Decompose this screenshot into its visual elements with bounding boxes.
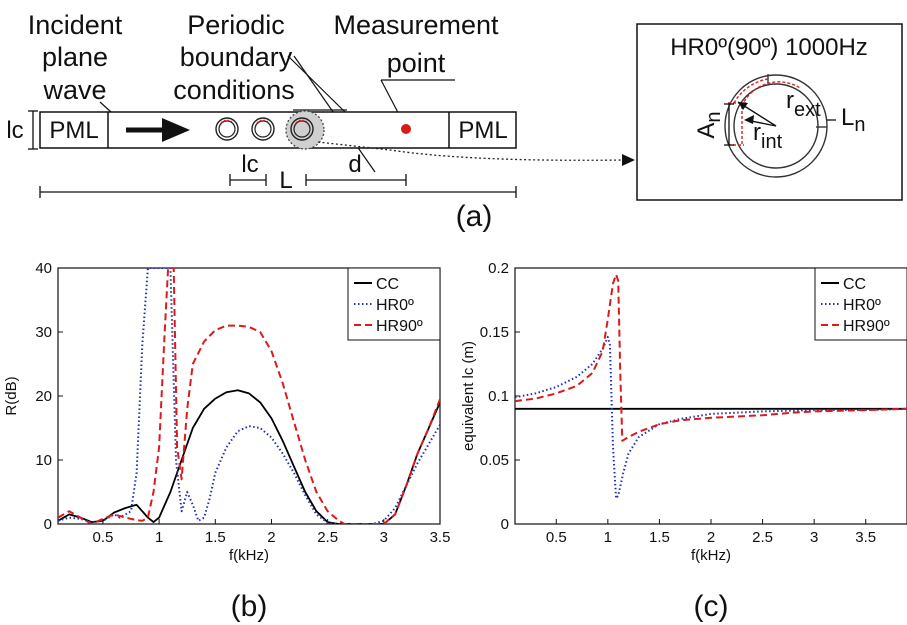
- bc-leader-1: [287, 55, 346, 113]
- incident-wave-label-1: Incident: [28, 10, 123, 40]
- chart-b-ytick-label: 30: [35, 324, 52, 341]
- chart-c-legend-label-0: CC: [843, 276, 866, 293]
- periodic-bc-label-3: conditions: [173, 75, 295, 105]
- incident-wave-label-3: wave: [42, 75, 106, 105]
- chart-b-xtick-label: 2.5: [317, 529, 338, 546]
- chart-b-legend-label-2: HR90º: [376, 318, 423, 335]
- panel-a-label: (a): [456, 200, 493, 233]
- r-int-label-base: rint: [753, 119, 783, 153]
- inset-leader-arrowhead: [622, 154, 635, 166]
- chart-c-xtick-label: 1.5: [649, 529, 670, 546]
- chart-c-xtick-label: 3.5: [855, 529, 876, 546]
- measurement-label-2: point: [387, 48, 446, 78]
- measurement-label-1: Measurement: [333, 10, 499, 40]
- chart-b-ytick-label: 0: [44, 516, 52, 533]
- chart-b-ylabel: R(dB): [3, 376, 20, 415]
- chart-b: 0.5 1 1.5 2 2.5 3 3.5 0 10 20 30 40 f(kHz) R(dB) CC HR0…: [3, 260, 450, 623]
- d-dim-label: d: [348, 151, 361, 178]
- chart-c-xtick-label: 3: [810, 529, 818, 546]
- lc-side-label: lc: [6, 117, 23, 144]
- chart-c: 0.5 1 1.5 2 2.5 3 3.5 0 0.05 0.1 0.15 0.2 f(kHz) equi…: [460, 260, 907, 623]
- chart-b-legend-label-0: CC: [376, 276, 399, 293]
- svg-text:An: An: [693, 111, 725, 138]
- chart-b-panel-label: (b): [231, 590, 268, 623]
- chart-c-legend-label-1: HR0º: [843, 297, 881, 314]
- resonator-1: [215, 117, 239, 141]
- inset-leader: [317, 141, 626, 161]
- schematic: Incident plane wave Periodic boundary co…: [6, 10, 903, 233]
- chart-c-ytick-label: 0.1: [488, 388, 509, 405]
- chart-b-xtick-label: 1.5: [205, 529, 226, 546]
- r-ext-arrowhead: [738, 102, 748, 110]
- chart-c-series-group: [515, 273, 907, 500]
- chart-c-xtick-label: 2: [707, 529, 715, 546]
- red-inner-arc: [741, 81, 801, 107]
- chart-b-ytick-label: 10: [35, 452, 52, 469]
- chart-b-xtick-label: 0.5: [93, 529, 114, 546]
- chart-c-xtick-label: 2.5: [752, 529, 773, 546]
- measurement-point: [401, 124, 411, 134]
- periodic-bc-label-2: boundary: [180, 42, 293, 72]
- chart-b-ytick-label: 20: [35, 388, 52, 405]
- chart-b-xlabel: f(kHz): [229, 547, 269, 564]
- chart-c-xtick-label: 1: [604, 529, 612, 546]
- chart-c-xlabel: f(kHz): [691, 547, 731, 564]
- periodic-bc-label-1: Periodic: [187, 10, 285, 40]
- resonator-3-highlight: [285, 110, 325, 150]
- chart-c-ytick-label: 0.15: [480, 324, 509, 341]
- chart-c-legend-label-2: HR90º: [843, 318, 890, 335]
- chart-c-ytick-label: 0.2: [488, 260, 509, 277]
- chart-b-xtick-label: 2: [267, 529, 275, 546]
- L-n-label: Ln: [841, 104, 865, 136]
- chart-c-panel-label: (c): [694, 590, 729, 623]
- resonator-2: [251, 117, 275, 141]
- chart-c-xtick-label: 0.5: [546, 529, 567, 546]
- L-dim-label: L: [279, 167, 292, 194]
- pml-left-label: PML: [49, 117, 98, 144]
- chart-c-ylabel: equivalent lc (m): [460, 341, 477, 451]
- chart-c-series-1-line: [515, 336, 907, 500]
- outer-ring-int: [733, 83, 819, 169]
- chart-b-xtick-label: 3: [380, 529, 388, 546]
- pml-right-label: PML: [458, 117, 507, 144]
- r-ext-label-base: rext: [786, 87, 821, 121]
- chart-b-xtick-label: 1: [155, 529, 163, 546]
- incident-arrow-head: [162, 118, 190, 142]
- r-int-arrowhead: [744, 115, 754, 124]
- inset-box: [636, 23, 903, 201]
- A-n-label: An: [693, 111, 725, 138]
- domain-box: [39, 111, 517, 149]
- red-outer-arc: [733, 78, 769, 104]
- incident-wave-label-2: plane: [42, 42, 108, 72]
- chart-b-series-0-line: [58, 389, 440, 524]
- resonator-inset: HR0º(90º) 1000Hz rext rint Ln An: [636, 23, 903, 201]
- chart-b-ytick-label: 40: [35, 260, 52, 277]
- chart-b-xtick-label: 3.5: [430, 529, 451, 546]
- lc-dim-label: lc: [241, 151, 258, 178]
- chart-b-series-group: [58, 268, 440, 524]
- inset-title: HR0º(90º) 1000Hz: [670, 34, 868, 61]
- chart-b-legend-label-1: HR0º: [376, 297, 414, 314]
- outer-ring-ext: [724, 74, 828, 178]
- chart-c-ytick-label: 0: [501, 516, 509, 533]
- chart-c-ytick-label: 0.05: [480, 452, 509, 469]
